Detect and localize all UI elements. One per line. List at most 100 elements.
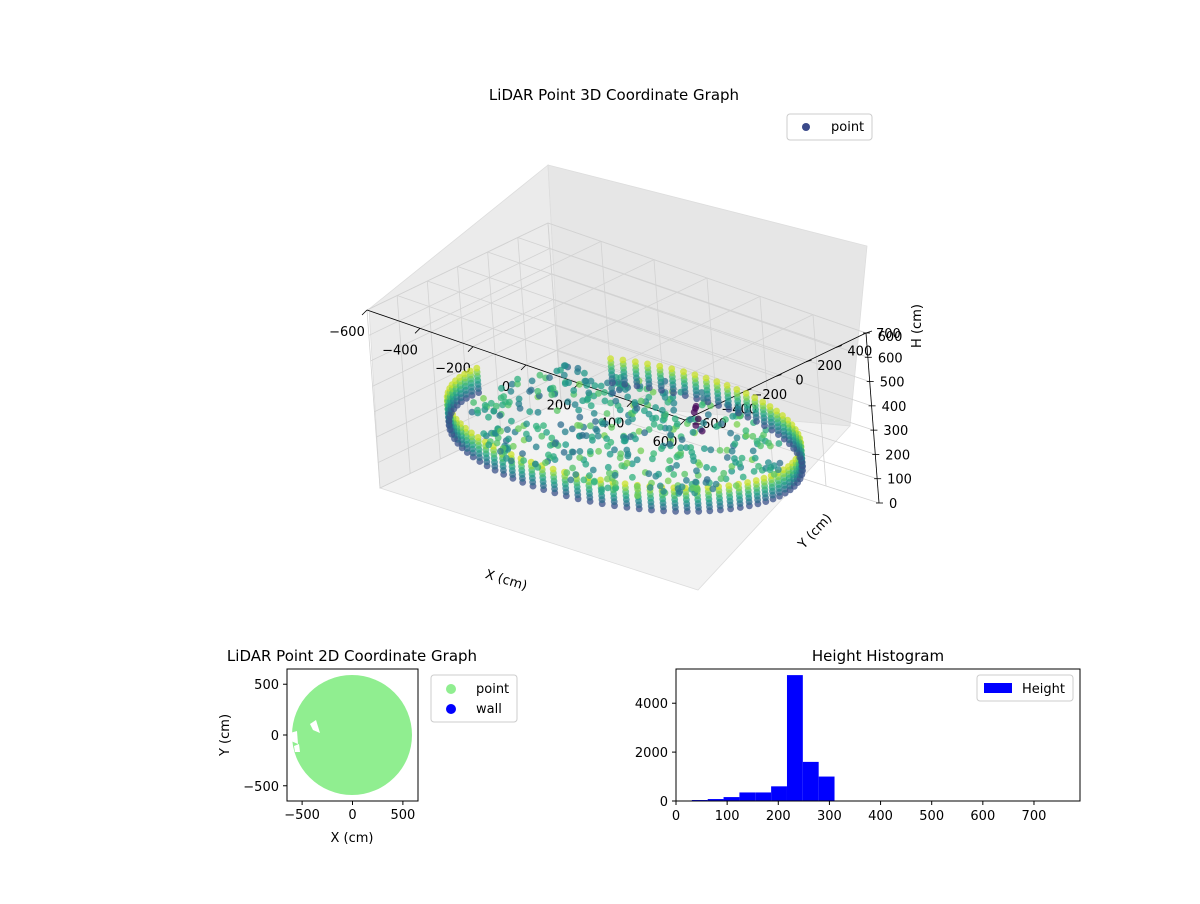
legend-marker-point-2d xyxy=(446,684,456,694)
data-point-3d xyxy=(751,394,758,401)
data-point-3d xyxy=(724,382,731,389)
data-point-3d xyxy=(645,470,652,477)
data-point-3d xyxy=(548,391,555,398)
x-axis-label-3d: X (cm) xyxy=(483,567,529,594)
data-point-3d xyxy=(601,389,608,396)
z-tick-label-3d: 200 xyxy=(885,448,910,463)
data-point-3d xyxy=(617,454,624,461)
data-point-3d xyxy=(673,462,680,469)
data-point-3d xyxy=(733,386,740,393)
legend-3d: point xyxy=(787,114,872,140)
data-point-3d xyxy=(631,399,638,406)
data-point-3d xyxy=(545,452,552,459)
data-point-3d xyxy=(595,433,602,440)
data-point-3d xyxy=(767,403,774,410)
data-point-3d xyxy=(615,417,622,424)
data-point-3d xyxy=(552,440,559,447)
data-point-3d xyxy=(586,472,593,479)
data-point-3d xyxy=(620,357,627,364)
data-point-3d xyxy=(670,407,677,414)
z-tick-label-3d: 400 xyxy=(882,400,907,415)
data-point-3d xyxy=(525,435,532,442)
data-point-3d xyxy=(523,421,530,428)
data-point-3d xyxy=(703,375,710,382)
data-point-3d xyxy=(734,434,741,441)
x-tick-label-histogram: 500 xyxy=(919,809,944,824)
z-tick-label-3d: 700 xyxy=(876,327,901,342)
data-point-3d xyxy=(526,408,533,415)
chart-title-3d: LiDAR Point 3D Coordinate Graph xyxy=(489,86,739,104)
data-point-3d xyxy=(497,448,504,455)
histogram-bar xyxy=(739,792,755,801)
z-tick-label-3d: 0 xyxy=(889,497,897,512)
data-point-3d xyxy=(550,385,557,392)
data-point-3d xyxy=(597,477,604,484)
x-axis-label-2d: X (cm) xyxy=(331,831,374,846)
data-point-3d xyxy=(717,447,724,454)
data-point-3d xyxy=(482,402,489,409)
data-point-3d xyxy=(572,401,579,408)
data-point-3d xyxy=(516,396,523,403)
data-point-3d xyxy=(713,378,720,385)
data-point-3d xyxy=(467,368,474,375)
data-point-3d xyxy=(724,454,731,461)
data-point-3d xyxy=(493,403,500,410)
data-point-3d xyxy=(727,430,734,437)
data-point-3d xyxy=(651,421,658,428)
data-point-3d xyxy=(765,440,772,447)
lidar-3d-plot: LiDAR Point 3D Coordinate Graph −600−400… xyxy=(329,86,925,594)
data-point-3d xyxy=(582,461,589,468)
data-point-3d xyxy=(666,425,673,432)
data-point-3d xyxy=(668,365,675,372)
data-point-3d xyxy=(595,448,602,455)
data-point-3d xyxy=(528,387,535,394)
data-point-3d xyxy=(546,374,553,381)
data-point-3d xyxy=(690,453,697,460)
data-point-3d xyxy=(508,418,515,425)
data-point-3d xyxy=(670,471,677,478)
data-point-3d xyxy=(744,479,751,486)
data-point-3d xyxy=(644,361,651,368)
data-point-3d xyxy=(703,464,710,471)
y-tick-label-3d: 200 xyxy=(817,359,842,374)
data-point-3d xyxy=(771,462,778,469)
histogram-bars xyxy=(676,675,835,801)
data-point-3d xyxy=(612,472,619,479)
data-point-3d xyxy=(629,474,636,481)
data-point-3d xyxy=(710,466,717,473)
histogram-bar xyxy=(724,797,740,801)
data-point-3d xyxy=(565,379,572,386)
data-point-3d xyxy=(679,483,686,490)
data-point-3d xyxy=(508,388,515,395)
legend-marker-wall-2d xyxy=(446,704,456,714)
data-point-3d xyxy=(470,399,477,406)
data-point-3d xyxy=(598,383,605,390)
data-point-3d xyxy=(657,424,664,431)
data-point-3d xyxy=(691,409,698,416)
y-tick-label-histogram: 0 xyxy=(660,795,668,810)
histogram-bar xyxy=(803,762,819,801)
data-point-3d xyxy=(690,484,697,491)
data-point-3d xyxy=(505,436,512,443)
data-point-3d xyxy=(611,446,618,453)
data-point-3d xyxy=(655,471,662,478)
data-point-3d xyxy=(612,480,619,487)
x-tick-label-histogram: 600 xyxy=(970,809,995,824)
data-point-3d xyxy=(582,378,589,385)
data-point-3d xyxy=(692,422,699,429)
data-point-3d xyxy=(575,365,582,372)
data-point-3d xyxy=(658,445,665,452)
y-tick-label-2d: −500 xyxy=(243,780,279,795)
data-point-3d xyxy=(550,466,557,473)
data-point-3d xyxy=(496,412,503,419)
data-point-3d xyxy=(585,389,592,396)
data-point-3d xyxy=(498,385,505,392)
data-point-3d xyxy=(699,428,706,435)
data-point-3d xyxy=(638,398,645,405)
data-point-3d xyxy=(647,484,654,491)
data-point-3d xyxy=(752,455,759,462)
data-point-3d xyxy=(718,475,725,482)
data-point-3d xyxy=(561,449,568,456)
